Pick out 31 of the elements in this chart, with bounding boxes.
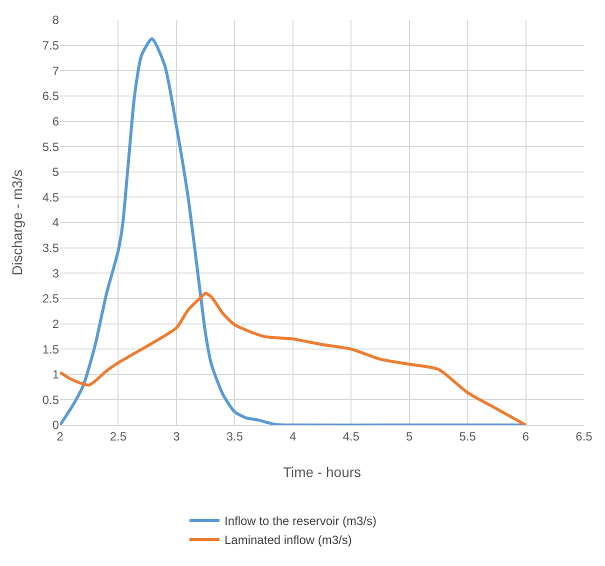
x-tick-label: 3.5 <box>226 429 244 444</box>
y-tick-label: 5 <box>52 165 60 180</box>
y-tick-label: 0 <box>52 418 60 432</box>
x-tick-label: 4 <box>290 429 297 444</box>
y-tick-label: 0.5 <box>42 392 60 407</box>
y-tick-label: 8 <box>52 13 60 28</box>
x-axis-title: Time - hours <box>282 464 362 480</box>
y-tick-label: 2 <box>52 316 60 331</box>
x-tick-label: 3 <box>173 429 180 444</box>
y-tick-label: 7.5 <box>42 38 60 53</box>
y-tick-label: 2.5 <box>42 292 60 306</box>
y-tick-label: 5.5 <box>42 140 60 154</box>
y-axis-title: Discharge - m3/s <box>9 170 25 276</box>
y-tick-label: 3 <box>52 266 60 280</box>
line-series <box>60 292 528 425</box>
y-tick-label: 4 <box>52 216 60 230</box>
y-tick-label: 3.5 <box>42 241 60 256</box>
y-tick-label: 6.5 <box>42 89 60 104</box>
x-tick-label: 5.5 <box>459 429 476 444</box>
x-tick-label: 4.5 <box>342 429 360 444</box>
x-tick-label: 5 <box>406 429 413 444</box>
x-tick-label: 2.5 <box>110 429 127 444</box>
x-tick-label: 6.5 <box>576 429 593 444</box>
y-tick-label: 7 <box>52 64 60 78</box>
y-tick-label: 1.5 <box>42 342 60 356</box>
x-tick-label: 6 <box>522 429 530 444</box>
y-tick-label: 4.5 <box>42 190 60 204</box>
legend-label: Laminated inflow (m3/s) <box>224 533 352 548</box>
legend-label: Inflow to the reservoir (m3/s) <box>224 514 377 528</box>
y-tick-label: 6 <box>52 114 60 128</box>
y-tick-label: 1 <box>52 368 60 382</box>
